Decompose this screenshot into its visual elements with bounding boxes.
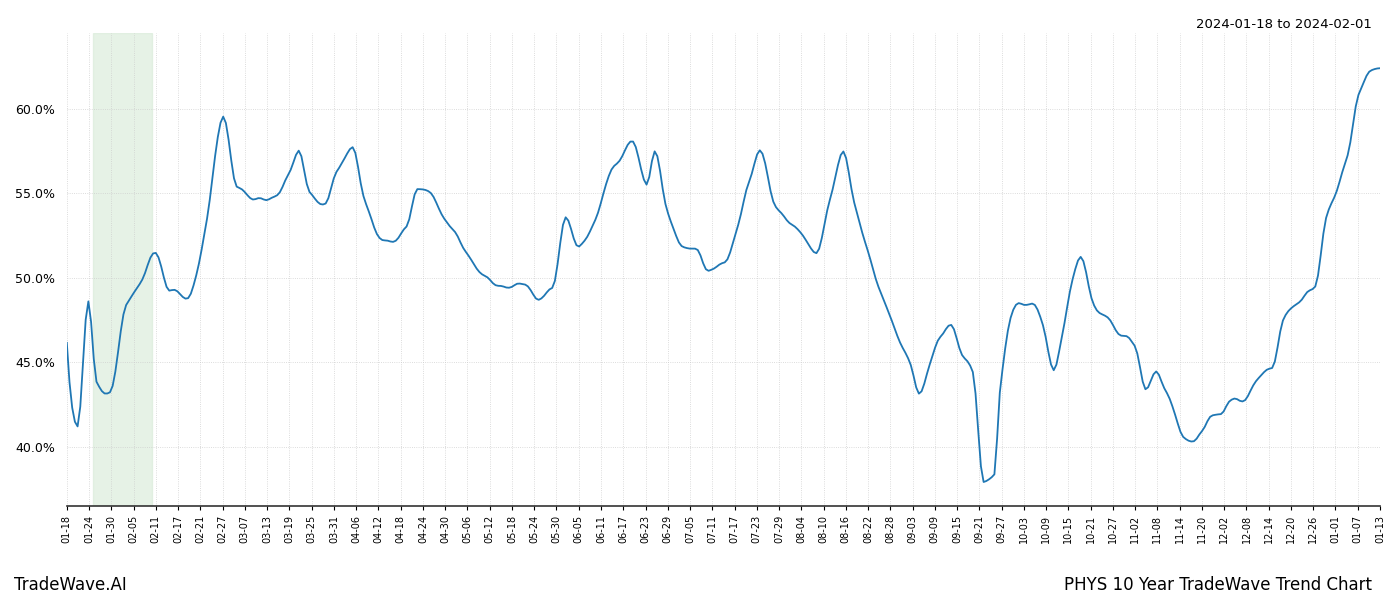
Text: PHYS 10 Year TradeWave Trend Chart: PHYS 10 Year TradeWave Trend Chart [1064,576,1372,594]
Text: TradeWave.AI: TradeWave.AI [14,576,127,594]
Bar [92,33,153,506]
Text: 2024-01-18 to 2024-02-01: 2024-01-18 to 2024-02-01 [1196,18,1372,31]
